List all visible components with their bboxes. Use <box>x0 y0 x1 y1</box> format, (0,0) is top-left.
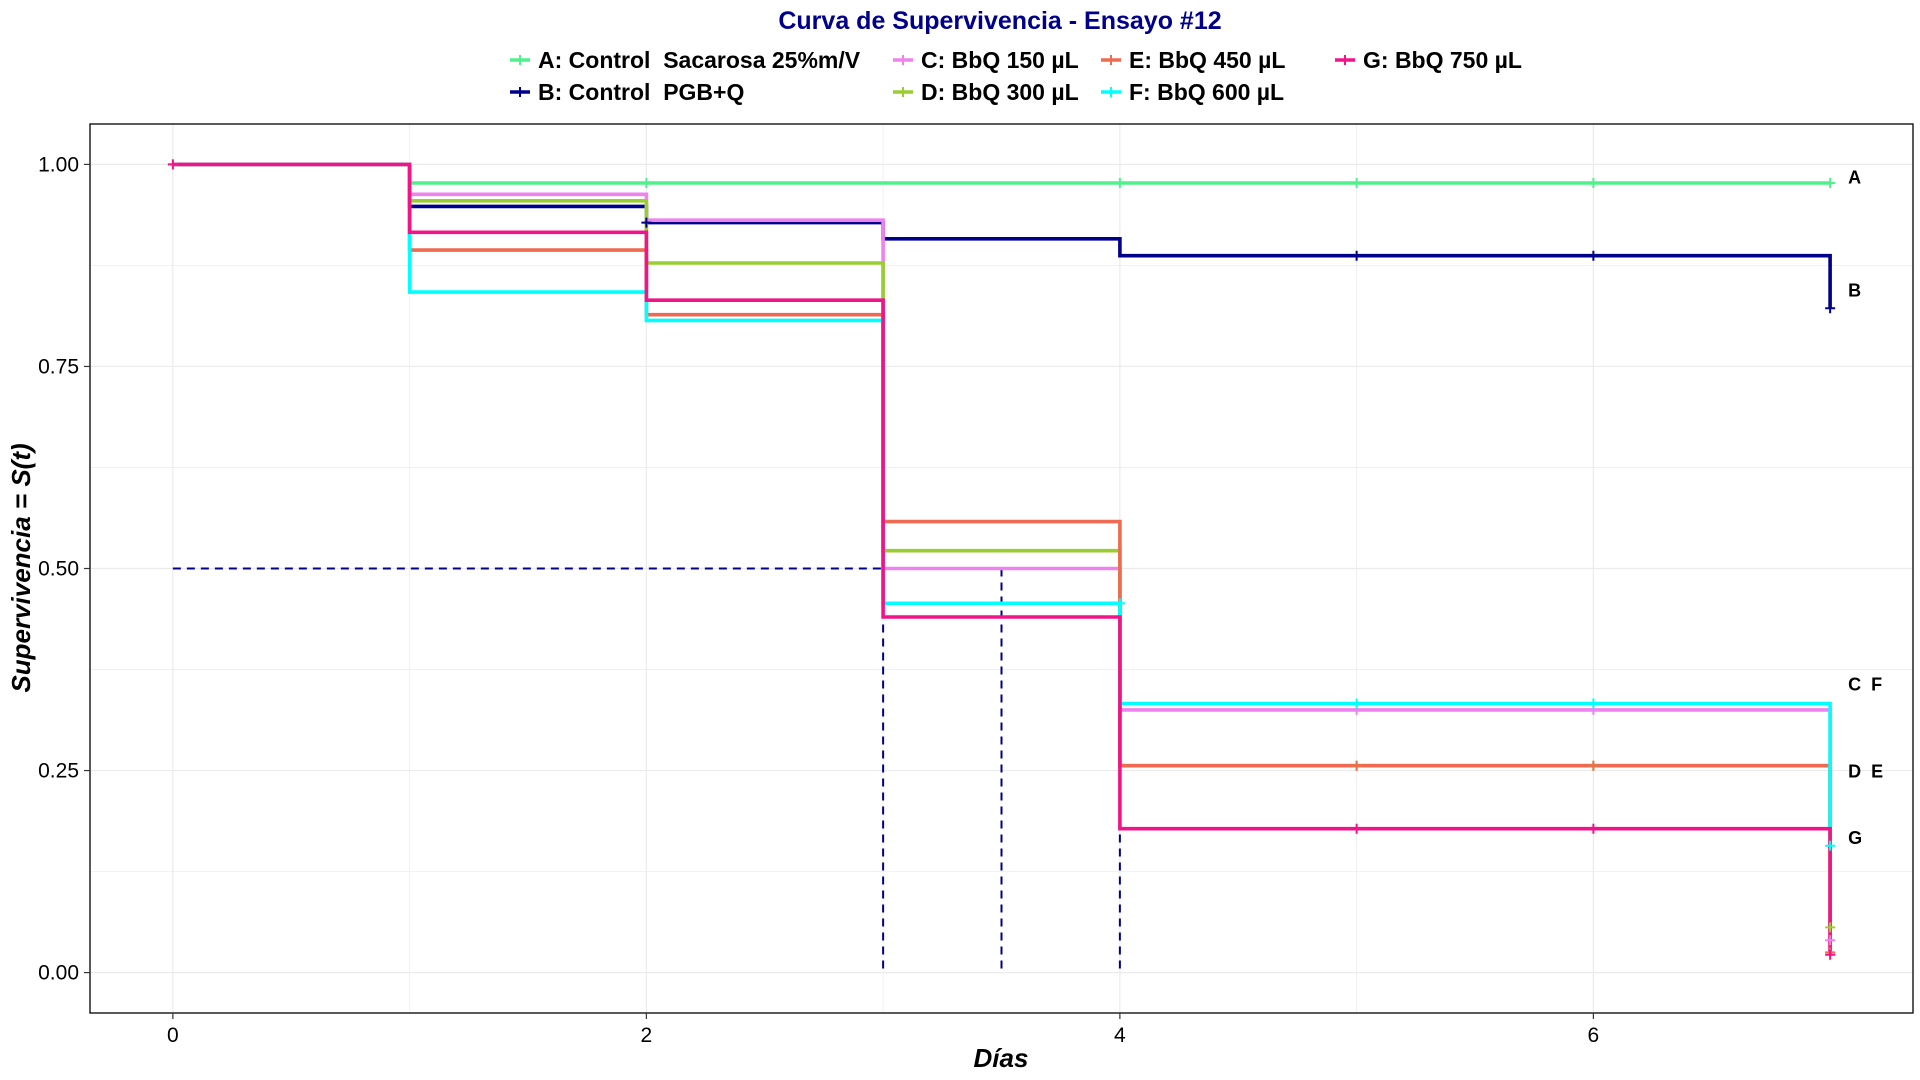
censor-mark-b <box>1588 250 1599 261</box>
censor-mark-a <box>1588 177 1599 188</box>
censor-mark-b <box>1351 250 1362 261</box>
censor-mark-c <box>1825 935 1836 946</box>
legend-label: D: BbQ 300 µL <box>921 79 1079 105</box>
end-label: D E <box>1848 762 1883 782</box>
end-labels: A B C F D E G <box>1848 168 1883 848</box>
y-tick-label: 1.00 <box>38 153 79 176</box>
censor-mark-g <box>1351 823 1362 834</box>
censor-mark-b <box>641 217 652 228</box>
censor-mark-g <box>167 159 178 170</box>
censor-mark-e <box>1588 760 1599 771</box>
legend-item-g: G: BbQ 750 µL <box>1335 47 1522 73</box>
x-tick-label: 4 <box>1114 1024 1126 1047</box>
y-tick-label: 0.50 <box>38 558 79 581</box>
legend-label: E: BbQ 450 µL <box>1129 47 1285 73</box>
censor-mark-b <box>1825 303 1836 314</box>
censor-mark-a <box>1825 177 1836 188</box>
legend-item-c: C: BbQ 150 µL <box>893 47 1079 73</box>
censor-mark-g <box>1588 823 1599 834</box>
legend-item-f: F: BbQ 600 µL <box>1101 79 1284 105</box>
censor-mark-a <box>1114 177 1125 188</box>
censor-mark-f <box>1588 698 1599 709</box>
y-axis-label: Supervivencia = S(t) <box>6 443 36 692</box>
legend-label: F: BbQ 600 µL <box>1129 79 1284 105</box>
censor-mark-a <box>641 177 652 188</box>
censor-mark-g <box>1825 949 1836 960</box>
censor-mark-f <box>1351 698 1362 709</box>
legend-label: G: BbQ 750 µL <box>1363 47 1522 73</box>
x-tick-label: 0 <box>167 1024 179 1047</box>
legend-item-b: B: Control PGB+Q <box>510 79 744 105</box>
censor-mark-e <box>1351 760 1362 771</box>
x-tick-label: 6 <box>1588 1024 1600 1047</box>
legend-label: B: Control PGB+Q <box>538 79 744 105</box>
axes-layer: 0 2 4 6 0.00 0.25 0.50 0.75 1.00 <box>38 153 1599 1047</box>
legend-item-e: E: BbQ 450 µL <box>1101 47 1285 73</box>
end-label: B <box>1848 281 1861 301</box>
end-label: G <box>1848 828 1862 848</box>
legend-label: C: BbQ 150 µL <box>921 47 1079 73</box>
censor-mark-f <box>1825 840 1836 851</box>
x-axis-label: Días <box>974 1043 1029 1073</box>
censor-mark-a <box>1351 177 1362 188</box>
chart-title: Curva de Supervivencia - Ensayo #12 <box>778 7 1221 35</box>
x-tick-label: 2 <box>641 1024 653 1047</box>
legend-label: A: Control Sacarosa 25%m/V <box>538 47 861 73</box>
end-label: A <box>1848 168 1861 188</box>
legend-item-d: D: BbQ 300 µL <box>893 79 1079 105</box>
censor-layer <box>167 159 1836 960</box>
legend-item-a: A: Control Sacarosa 25%m/V <box>510 47 861 73</box>
censor-mark-f <box>1114 598 1125 609</box>
end-label: C F <box>1848 674 1882 694</box>
y-tick-label: 0.25 <box>38 760 79 783</box>
censor-mark-d <box>1825 922 1836 933</box>
y-tick-label: 0.75 <box>38 355 79 378</box>
legend: A: Control Sacarosa 25%m/V B: Control PGB… <box>510 47 1522 105</box>
y-tick-label: 0.00 <box>38 962 79 985</box>
